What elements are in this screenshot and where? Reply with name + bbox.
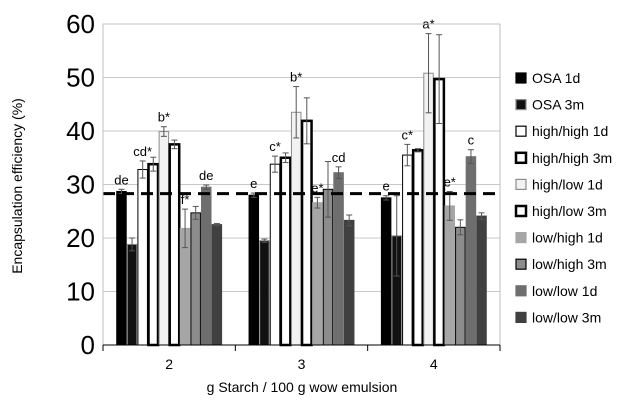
legend-swatch: [515, 98, 527, 111]
bar: [444, 205, 455, 346]
y-tick-label: 50: [66, 63, 95, 93]
significance-label: cd: [332, 150, 346, 165]
bar: [343, 219, 355, 346]
bar: [476, 215, 487, 346]
bar: [333, 172, 344, 346]
legend-label: high/high 1d: [532, 123, 608, 139]
bar: [411, 149, 424, 347]
legend-swatch: [514, 151, 528, 165]
bar: [248, 194, 260, 346]
legend: OSA 1d OSA 3m high/high 1d high/high 3m high…: [514, 70, 612, 325]
y-tick-label: 0: [81, 330, 95, 360]
legend-label: high/high 3m: [532, 150, 612, 166]
x-tick-label: 2: [165, 356, 173, 372]
legend-swatch: [514, 204, 528, 218]
legend-swatch: [515, 258, 527, 270]
x-tick-label: 3: [298, 356, 306, 372]
bar: [290, 111, 302, 346]
bars: [116, 72, 487, 347]
bar: [137, 169, 148, 346]
legend-label: OSA 3m: [532, 97, 584, 113]
legend-label: high/low 1d: [532, 176, 603, 192]
bar: [312, 202, 323, 346]
legend-swatch: [515, 178, 527, 190]
bar: [455, 226, 466, 346]
legend-swatch: [515, 311, 527, 323]
y-tick-label: 10: [66, 277, 95, 307]
y-axis-title: Encapsulation efficiency (%): [9, 98, 25, 274]
bar: [126, 243, 138, 346]
bar: [147, 162, 160, 347]
x-tick-label: 4: [430, 356, 438, 372]
significance-label: b*: [290, 70, 302, 85]
bar: [190, 212, 201, 346]
y-tick-label: 40: [66, 116, 95, 146]
bar: [211, 224, 223, 346]
bar: [158, 131, 170, 346]
bar: [279, 156, 292, 347]
legend-label: low/low 3m: [532, 309, 601, 325]
legend-swatch: [515, 125, 527, 137]
significance-label: e*: [311, 180, 323, 195]
significance-label: f*: [181, 192, 190, 207]
legend-label: OSA 1d: [532, 70, 580, 86]
legend-label: low/high 3m: [532, 256, 607, 272]
axes: 0 10 20 30 40 50 60 2 3 4: [66, 9, 501, 372]
legend-label: low/low 1d: [532, 283, 597, 299]
bar: [380, 197, 392, 346]
y-tick-label: 60: [66, 9, 95, 39]
significance-label: cd*: [133, 144, 152, 159]
significance-label: de: [114, 172, 128, 187]
legend-label: high/low 3m: [532, 203, 607, 219]
error-bars: [118, 33, 485, 277]
bar: [402, 154, 413, 346]
legend-swatch: [515, 285, 527, 297]
legend-swatch: [515, 232, 527, 244]
y-tick-label: 30: [66, 170, 95, 200]
significance-label: e*: [444, 174, 456, 189]
significance-label: c*: [269, 139, 281, 154]
significance-label: c: [468, 133, 475, 148]
bar: [465, 156, 477, 346]
bar: [300, 119, 313, 347]
bar: [116, 190, 127, 346]
legend-label: low/high 1d: [532, 230, 603, 246]
bar: [168, 143, 181, 347]
bar: [201, 186, 212, 346]
y-tick-label: 20: [66, 223, 95, 253]
significance-label: b*: [158, 110, 170, 125]
x-axis-title: g Starch / 100 g wow emulsion: [207, 379, 398, 395]
bar: [259, 240, 270, 346]
bar: [423, 72, 434, 346]
significance-label: de: [199, 168, 213, 183]
bar: [269, 163, 281, 346]
significance-label: e: [250, 176, 257, 191]
significance-label: c*: [402, 127, 414, 142]
legend-swatch: [515, 72, 527, 84]
significance-label: e: [383, 179, 390, 194]
